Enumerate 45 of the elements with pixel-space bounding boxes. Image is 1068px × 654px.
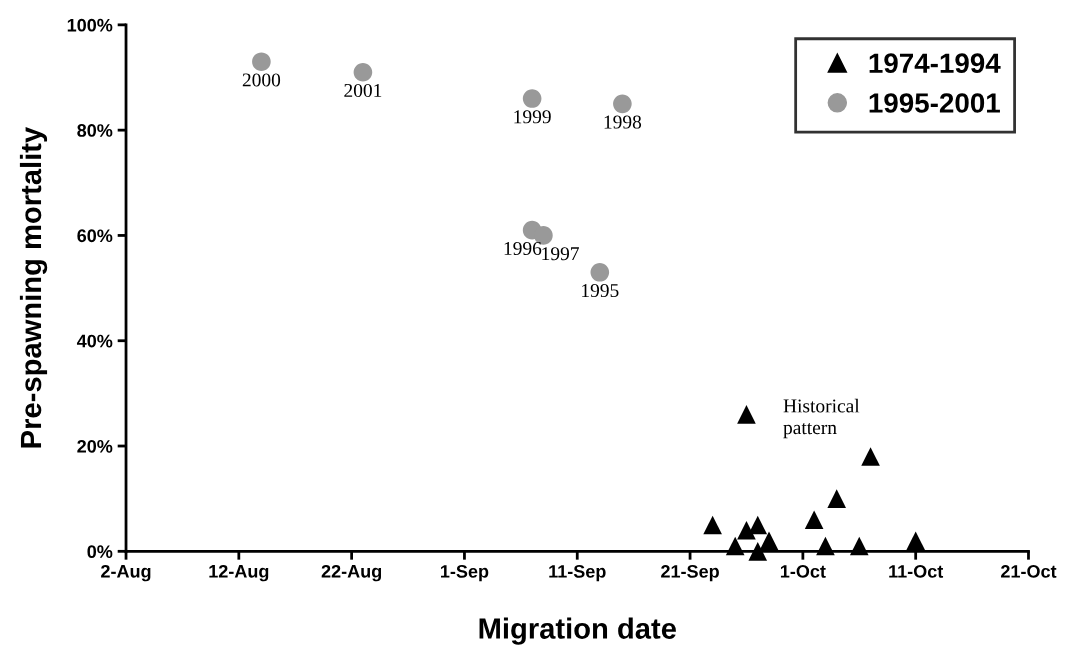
annotation: 1996 <box>504 241 542 255</box>
legend-label: 1995-2001 <box>869 93 1000 113</box>
y-tick-label: 0% <box>87 545 113 559</box>
annotation: 1997 <box>542 247 579 261</box>
annotation: 1995 <box>582 284 619 298</box>
point <box>759 531 779 551</box>
point <box>849 536 869 556</box>
point <box>861 447 880 466</box>
point <box>613 94 632 114</box>
y-axis-title: Pre-spawning mortality <box>19 126 48 448</box>
y-tick-label: 40% <box>76 334 113 348</box>
y-tick-label: 20% <box>77 439 113 453</box>
annotation: 2001 <box>344 83 382 98</box>
point <box>522 89 542 108</box>
point <box>353 62 373 82</box>
x-tick-label: 21-Oct <box>1001 564 1057 578</box>
point <box>252 52 271 72</box>
x-tick-label: 11-Sep <box>549 564 606 582</box>
x-axis-title: Migration date <box>479 617 676 645</box>
point <box>737 405 756 424</box>
point <box>816 536 835 556</box>
point <box>725 536 745 556</box>
point <box>737 520 756 540</box>
x-tick-label: 1-Sep <box>441 564 489 582</box>
y-tick-label: 60% <box>77 229 113 243</box>
x-tick-label: 22-Aug <box>321 564 382 582</box>
annotation: Historical pattern <box>783 398 860 439</box>
y-tick-label: 100% <box>67 18 113 32</box>
annotation: 1999 <box>514 110 551 124</box>
y-tick-label: 80% <box>77 124 113 137</box>
point <box>748 515 768 535</box>
x-tick-label: 11-Oct <box>889 564 944 578</box>
point <box>703 515 722 535</box>
x-tick-label: 2-Aug <box>101 564 151 582</box>
point <box>590 262 610 282</box>
point <box>748 542 768 561</box>
point <box>906 531 925 551</box>
point <box>804 510 824 530</box>
x-tick-label: 1-Oct <box>780 564 826 578</box>
x-tick-label: 21-Sep <box>661 564 719 582</box>
x-tick-label: 12-Aug <box>209 564 269 582</box>
point <box>827 489 847 508</box>
annotation: 2000 <box>242 73 281 87</box>
legend-label: 1974-1994 <box>869 53 1001 74</box>
annotation: 1998 <box>604 115 642 129</box>
